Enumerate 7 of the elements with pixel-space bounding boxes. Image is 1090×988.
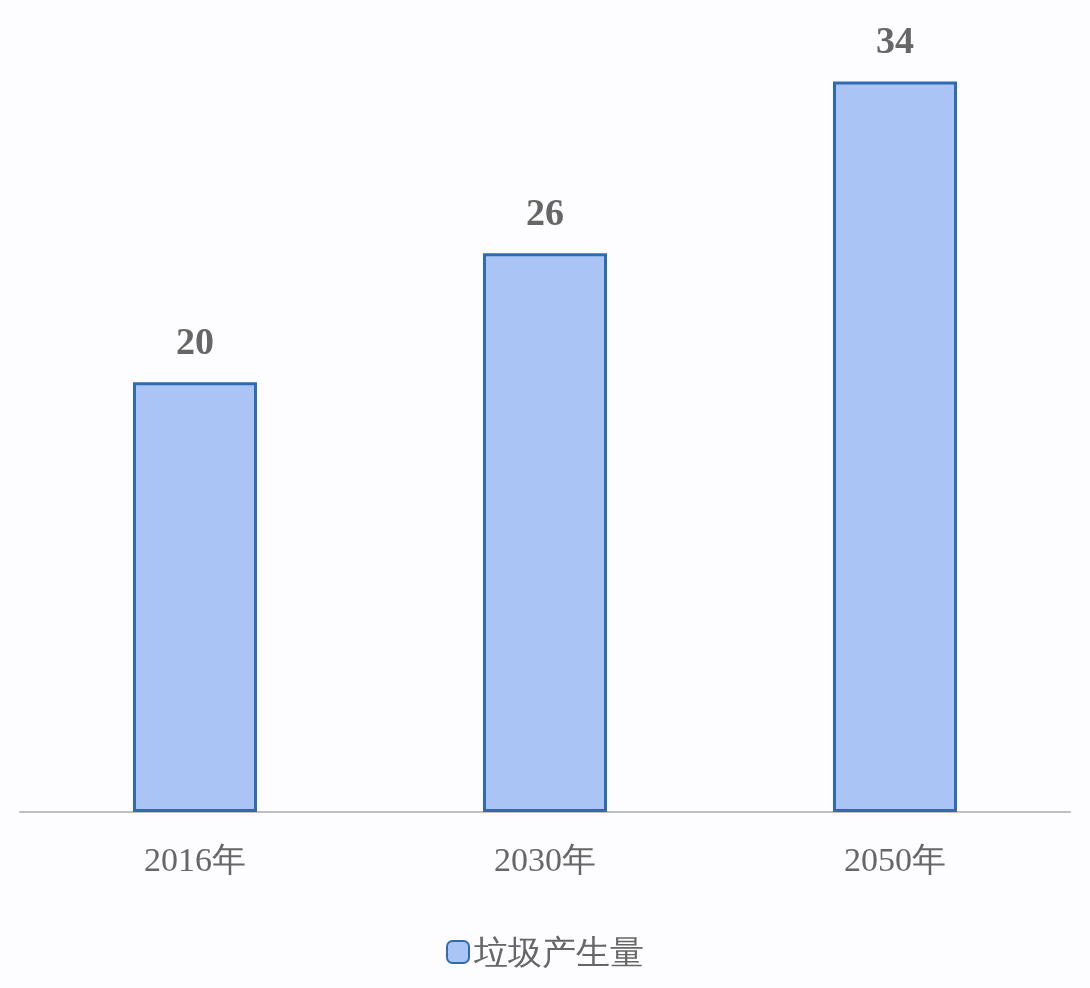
data-label: 34 bbox=[876, 19, 914, 62]
x-tick-label: 2030年 bbox=[494, 840, 596, 878]
data-label: 26 bbox=[526, 191, 564, 234]
data-label: 20 bbox=[176, 320, 214, 363]
legend-label: 垃圾产生量 bbox=[473, 932, 644, 972]
x-tick-label: 2050年 bbox=[844, 840, 946, 878]
x-tick-label: 2016年 bbox=[144, 840, 246, 878]
